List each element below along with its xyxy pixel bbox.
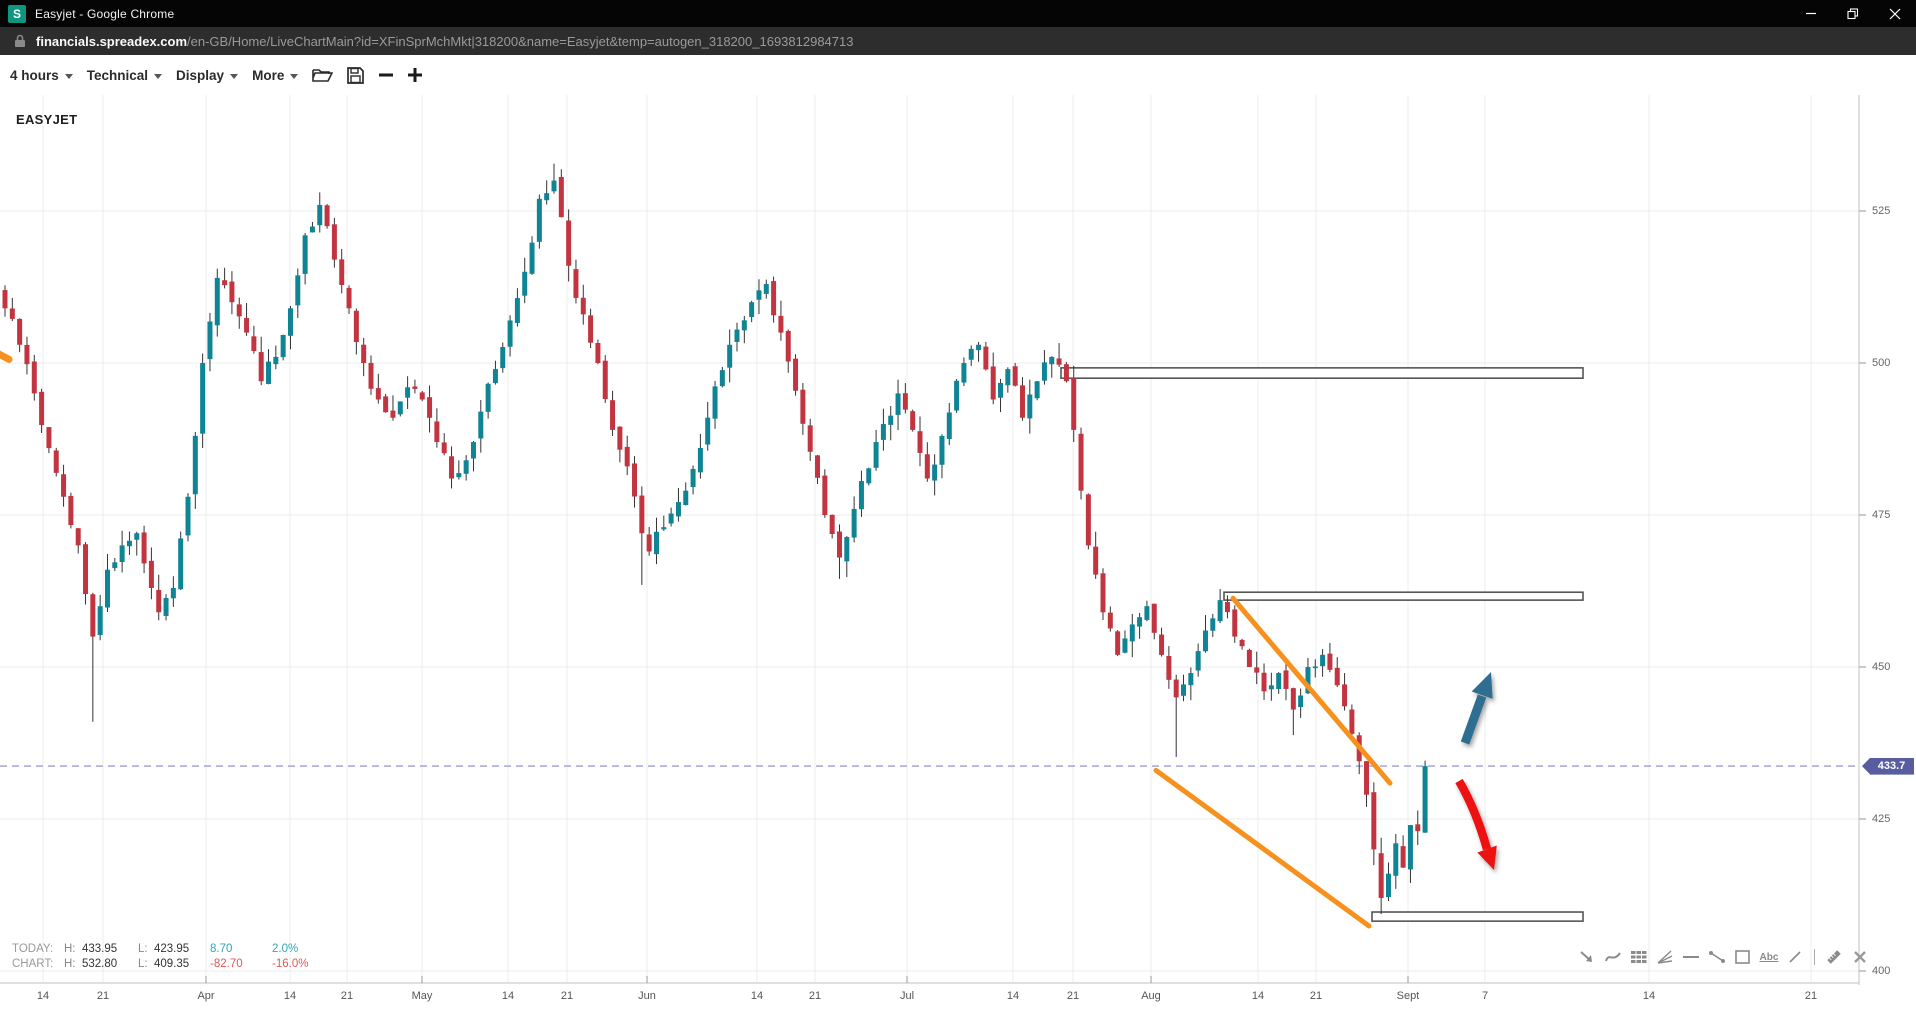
- y-axis-label: 475: [1872, 509, 1891, 521]
- chevron-down-icon: [230, 73, 239, 79]
- rectangle-tool-icon[interactable]: [1732, 948, 1754, 966]
- x-axis-label: Jun: [638, 990, 656, 1002]
- site-app-icon: S: [8, 4, 26, 23]
- grid-tool-icon[interactable]: [1628, 948, 1650, 966]
- url-domain: financials.spreadex.com: [36, 33, 188, 49]
- x-axis-labels: 14 21 Apr 14 21 May 14 21 Jun 14 21 Jul 14 21 Aug 14 21 S…: [0, 985, 1916, 1021]
- x-axis-label: 14: [1251, 990, 1265, 1002]
- chevron-down-icon: [64, 73, 73, 79]
- x-axis-label: Jul: [899, 990, 915, 1002]
- x-axis-label: May: [411, 990, 433, 1002]
- x-axis-label: 14: [750, 990, 764, 1002]
- chart-change-value: -82.70: [210, 958, 243, 970]
- today-high-label: H:: [64, 943, 76, 955]
- x-axis-label: 14: [283, 990, 297, 1002]
- bearish-arrow: [1455, 778, 1497, 870]
- stats-panel: TODAY: H: 433.95 L: 423.95 8.70 2.0% CHART: H: 5…: [12, 942, 308, 972]
- diagonal-line-tool-icon[interactable]: [1784, 948, 1806, 966]
- y-axis-label: 525: [1872, 205, 1891, 217]
- address-bar[interactable]: financials.spreadex.com/en-GB/Home/LiveC…: [0, 27, 1916, 55]
- more-menu[interactable]: More: [252, 67, 299, 83]
- today-label: TODAY:: [12, 943, 54, 955]
- x-axis-label: 21: [808, 990, 822, 1002]
- display-menu-label: Display: [176, 67, 225, 83]
- chevron-down-icon: [154, 73, 163, 79]
- timeframe-menu-label: 4 hours: [10, 67, 59, 83]
- chart-change-pct: -16.0%: [272, 958, 309, 970]
- chart-range-label: CHART:: [12, 958, 54, 970]
- x-axis-label: Apr: [197, 990, 215, 1002]
- toolbar-separator: [1814, 949, 1815, 965]
- x-axis-label: 21: [1066, 990, 1080, 1002]
- save-chart-button[interactable]: [346, 66, 365, 85]
- x-axis-label: 21: [1309, 990, 1323, 1002]
- y-axis-label: 450: [1872, 661, 1891, 673]
- instrument-title: EASYJET: [16, 112, 78, 127]
- display-menu[interactable]: Display: [176, 67, 239, 83]
- chart-toolbar: 4 hours Technical Display More: [0, 55, 1916, 95]
- chart-high-value: 532.80: [82, 958, 118, 970]
- technical-menu[interactable]: Technical: [86, 67, 163, 83]
- plus-icon: [408, 68, 423, 82]
- current-price-badge: 433.7: [1862, 757, 1914, 775]
- more-menu-label: More: [252, 67, 285, 83]
- url-path: /en-GB/Home/LiveChartMain?id=XFinSprMchM…: [187, 33, 854, 49]
- x-axis-label: 7: [1481, 990, 1489, 1002]
- today-change-value: 8.70: [210, 943, 233, 955]
- chart-stats-row: CHART: H: 532.80 L: 409.35 -82.70 -16.0%: [12, 957, 308, 972]
- close-tools-icon[interactable]: [1849, 948, 1871, 966]
- today-high-value: 433.95: [82, 943, 118, 955]
- title-bar: S Easyjet - Google Chrome: [0, 0, 1916, 27]
- minimize-icon: [1805, 12, 1816, 15]
- lock-icon: [14, 34, 26, 48]
- x-axis-label: 14: [36, 990, 50, 1002]
- pointer-tool-icon[interactable]: [1576, 948, 1598, 966]
- x-axis-label: 21: [560, 990, 574, 1002]
- candlestick-chart-canvas[interactable]: [0, 95, 1916, 985]
- restore-button[interactable]: [1832, 0, 1874, 27]
- bullish-arrow: [1460, 672, 1493, 745]
- save-icon: [347, 66, 365, 84]
- y-axis-label: 500: [1872, 357, 1891, 369]
- today-stats-row: TODAY: H: 433.95 L: 423.95 8.70 2.0%: [12, 942, 308, 957]
- x-axis-label: Sept: [1396, 990, 1420, 1002]
- horizontal-line-tool-icon[interactable]: [1680, 948, 1702, 966]
- y-axis-label: 400: [1872, 965, 1891, 977]
- zoom-in-button[interactable]: [407, 67, 423, 83]
- x-axis-label: 21: [1804, 990, 1818, 1002]
- timeframe-menu[interactable]: 4 hours: [10, 68, 73, 83]
- trend-line-tool-icon[interactable]: [1706, 948, 1728, 966]
- ruler-tool-icon[interactable]: [1823, 948, 1845, 966]
- x-axis-label: 14: [501, 990, 515, 1002]
- x-axis-label: 14: [1642, 990, 1656, 1002]
- close-button[interactable]: [1874, 0, 1916, 27]
- x-axis-label: 21: [96, 990, 110, 1002]
- technical-menu-label: Technical: [86, 67, 149, 83]
- today-low-label: L:: [138, 943, 148, 955]
- y-axis-label: 425: [1872, 813, 1891, 825]
- close-icon: [1889, 8, 1901, 19]
- x-axis-label: 21: [340, 990, 354, 1002]
- minus-icon: [379, 73, 394, 77]
- chart-low-label: L:: [138, 958, 148, 970]
- minimize-button[interactable]: [1790, 0, 1832, 27]
- chart-high-label: H:: [64, 958, 76, 970]
- restore-icon: [1847, 7, 1859, 19]
- text-tool-icon[interactable]: Abc: [1759, 951, 1779, 963]
- window-title: Easyjet - Google Chrome: [35, 6, 175, 21]
- chevron-down-icon: [290, 73, 299, 79]
- open-chart-button[interactable]: [311, 66, 334, 84]
- zoom-out-button[interactable]: [378, 67, 394, 83]
- chart-area[interactable]: EASYJET 525 500 475 450 425 400 433.7 TODAY: H…: [0, 95, 1916, 985]
- today-change-pct: 2.0%: [272, 943, 299, 955]
- folder-open-icon: [312, 69, 334, 82]
- x-axis-label: Aug: [1141, 990, 1161, 1002]
- x-axis-label: 14: [1006, 990, 1020, 1002]
- today-low-value: 423.95: [154, 943, 190, 955]
- curve-tool-icon[interactable]: [1602, 948, 1624, 966]
- chart-low-value: 409.35: [154, 958, 190, 970]
- drawing-toolbar: Abc: [1576, 948, 1875, 966]
- fan-lines-tool-icon[interactable]: [1654, 948, 1676, 966]
- url-text: financials.spreadex.com/en-GB/Home/LiveC…: [36, 34, 853, 49]
